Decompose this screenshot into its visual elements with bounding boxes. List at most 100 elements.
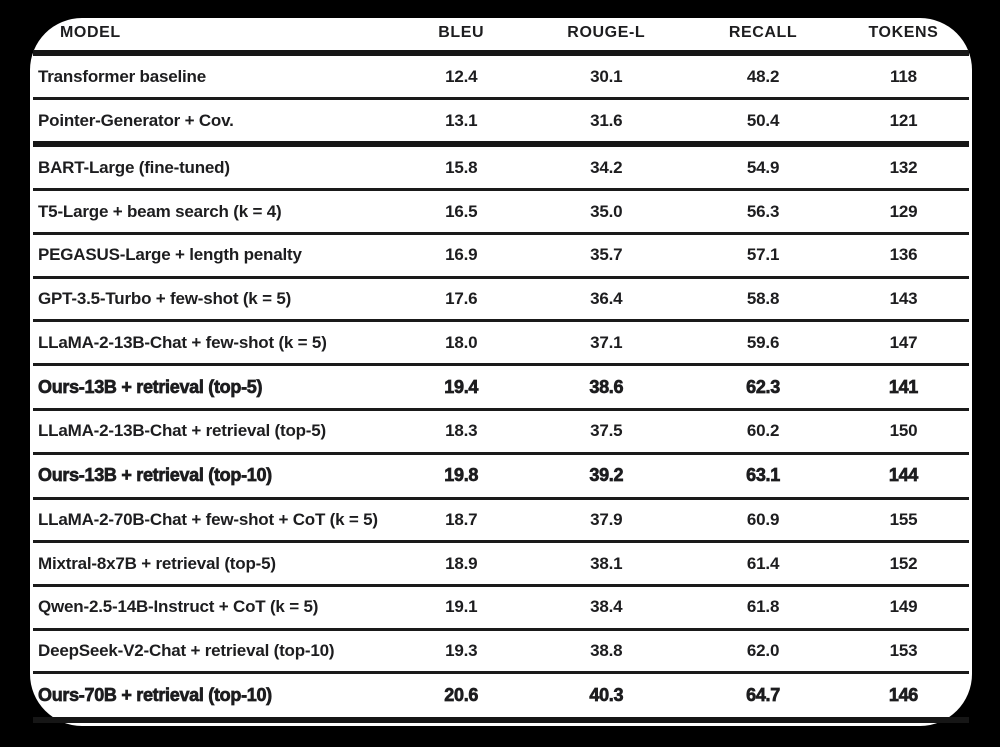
cell-rouge: 37.9 <box>590 510 623 530</box>
cell-model: Ours-13B + retrieval (top-10) <box>38 465 273 486</box>
table-row: LLaMA-2-13B-Chat + few-shot (k = 5) 18.0… <box>33 321 969 365</box>
cell-tokens: 149 <box>889 597 918 617</box>
cell-recall: 57.1 <box>746 245 780 265</box>
column-header-bleu: BLEU <box>438 24 485 41</box>
cell-recall: 59.6 <box>746 332 780 352</box>
cell-recall: 62.0 <box>746 641 780 661</box>
cell-recall: 62.3 <box>746 376 781 397</box>
cell-rouge: 35.0 <box>590 201 623 221</box>
cell-bleu: 13.1 <box>445 110 478 130</box>
table-row-highlighted: Ours-70B + retrieval (top-10) 20.6 40.3 … <box>33 673 969 720</box>
cell-recall: 64.7 <box>746 685 781 706</box>
cell-rouge: 30.1 <box>590 66 623 86</box>
cell-model: Qwen-2.5-14B-Instruct + CoT (k = 5) <box>38 597 319 617</box>
table-row: Transformer baseline 12.4 30.1 48.2 118 <box>33 53 969 99</box>
header-row: Model BLEU Rouge-L Recall Tokens <box>33 18 969 53</box>
table-body: Transformer baseline 12.4 30.1 48.2 118 … <box>33 53 969 720</box>
paper-sheet: Model BLEU Rouge-L Recall Tokens Transfo… <box>30 18 972 726</box>
cell-model: DeepSeek-V2-Chat + retrieval (top-10) <box>38 641 335 661</box>
table-header: Model BLEU Rouge-L Recall Tokens <box>33 18 969 53</box>
cell-bleu: 18.9 <box>445 553 478 573</box>
cell-rouge: 37.5 <box>590 421 623 441</box>
cell-rouge: 39.2 <box>589 465 624 486</box>
cell-bleu: 19.4 <box>444 376 479 397</box>
cell-recall: 61.4 <box>746 553 780 573</box>
cell-model: Pointer-Generator + Cov. <box>38 110 234 130</box>
table-row-highlighted: Ours-13B + retrieval (top-10) 19.8 39.2 … <box>33 453 969 499</box>
cell-recall: 58.8 <box>746 289 780 309</box>
column-header-recall: Recall <box>728 24 798 41</box>
cell-tokens: 118 <box>890 66 917 86</box>
cell-bleu: 19.8 <box>444 465 479 486</box>
cell-rouge: 31.6 <box>590 110 623 130</box>
table-row: LLaMA-2-70B-Chat + few-shot + CoT (k = 5… <box>33 498 969 542</box>
table-row: Mixtral-8x7B + retrieval (top-5) 18.9 38… <box>33 542 969 586</box>
cell-bleu: 19.3 <box>445 641 478 661</box>
cell-rouge: 40.3 <box>589 685 624 706</box>
cell-rouge: 38.1 <box>590 553 623 573</box>
table-row: T5-Large + beam search (k = 4) 16.5 35.0… <box>33 190 969 234</box>
cell-rouge: 38.8 <box>590 641 623 661</box>
column-header-rouge: Rouge-L <box>567 24 646 41</box>
cell-recall: 61.8 <box>746 597 780 617</box>
cell-tokens: 147 <box>889 332 918 352</box>
cell-rouge: 35.7 <box>590 245 623 265</box>
cell-tokens: 144 <box>888 465 919 486</box>
table-row: DeepSeek-V2-Chat + retrieval (top-10) 19… <box>33 629 969 673</box>
cell-model: GPT-3.5-Turbo + few-shot (k = 5) <box>38 289 292 309</box>
cell-recall: 54.9 <box>746 157 780 177</box>
table-row: GPT-3.5-Turbo + few-shot (k = 5) 17.6 36… <box>33 277 969 321</box>
cell-tokens: 136 <box>889 245 918 265</box>
cell-bleu: 19.1 <box>445 597 478 617</box>
cell-bleu: 16.9 <box>445 245 478 265</box>
cell-tokens: 129 <box>889 201 918 221</box>
cell-model: LLaMA-2-13B-Chat + retrieval (top-5) <box>38 421 326 441</box>
results-table: Model BLEU Rouge-L Recall Tokens Transfo… <box>33 18 969 723</box>
cell-recall: 56.3 <box>746 201 780 221</box>
cell-tokens: 132 <box>889 157 918 177</box>
cell-bleu: 12.4 <box>445 66 478 86</box>
table-row: Qwen-2.5-14B-Instruct + CoT (k = 5) 19.1… <box>33 586 969 630</box>
cell-tokens: 155 <box>889 510 918 530</box>
cell-tokens: 150 <box>889 421 918 441</box>
cell-bleu: 18.3 <box>445 421 478 441</box>
cell-rouge: 34.2 <box>590 157 623 177</box>
cell-bleu: 18.7 <box>445 510 478 530</box>
cell-recall: 60.9 <box>746 510 780 530</box>
column-header-model: Model <box>60 24 121 41</box>
cell-tokens: 152 <box>889 553 918 573</box>
cell-rouge: 38.4 <box>590 597 623 617</box>
cell-model: LLaMA-2-70B-Chat + few-shot + CoT (k = 5… <box>38 510 378 530</box>
cell-rouge: 37.1 <box>590 332 623 352</box>
cell-recall: 48.2 <box>746 66 780 86</box>
cell-model: BART-Large (fine-tuned) <box>38 157 230 177</box>
cell-bleu: 17.6 <box>445 289 478 309</box>
cell-rouge: 36.4 <box>590 289 623 309</box>
table-row: Pointer-Generator + Cov. 13.1 31.6 50.4 … <box>33 99 969 145</box>
cell-bleu: 18.0 <box>445 332 478 352</box>
cell-model: Mixtral-8x7B + retrieval (top-5) <box>38 553 276 573</box>
cell-tokens: 153 <box>889 641 918 661</box>
cell-rouge: 38.6 <box>589 376 624 397</box>
cell-tokens: 143 <box>889 289 918 309</box>
cell-recall: 50.4 <box>746 110 780 130</box>
table-row-highlighted: Ours-13B + retrieval (top-5) 19.4 38.6 6… <box>33 365 969 410</box>
cell-bleu: 15.8 <box>445 157 478 177</box>
cell-model: LLaMA-2-13B-Chat + few-shot (k = 5) <box>38 332 327 352</box>
cell-model: Ours-70B + retrieval (top-10) <box>38 685 273 706</box>
cell-model: Transformer baseline <box>38 66 206 86</box>
table-row: LLaMA-2-13B-Chat + retrieval (top-5) 18.… <box>33 410 969 454</box>
cell-tokens: 146 <box>888 685 919 706</box>
cell-tokens: 121 <box>889 110 918 130</box>
cell-model: PEGASUS-Large + length penalty <box>38 245 302 265</box>
cell-tokens: 141 <box>888 376 919 397</box>
cell-model: Ours-13B + retrieval (top-5) <box>38 376 263 397</box>
column-header-tokens: Tokens <box>868 24 939 41</box>
cell-recall: 63.1 <box>746 465 781 486</box>
cell-recall: 60.2 <box>746 421 780 441</box>
table-row: BART-Large (fine-tuned) 15.8 34.2 54.9 1… <box>33 144 969 190</box>
table-row: PEGASUS-Large + length penalty 16.9 35.7… <box>33 234 969 278</box>
cell-bleu: 20.6 <box>444 685 479 706</box>
cell-model: T5-Large + beam search (k = 4) <box>38 201 282 221</box>
cell-bleu: 16.5 <box>445 201 478 221</box>
